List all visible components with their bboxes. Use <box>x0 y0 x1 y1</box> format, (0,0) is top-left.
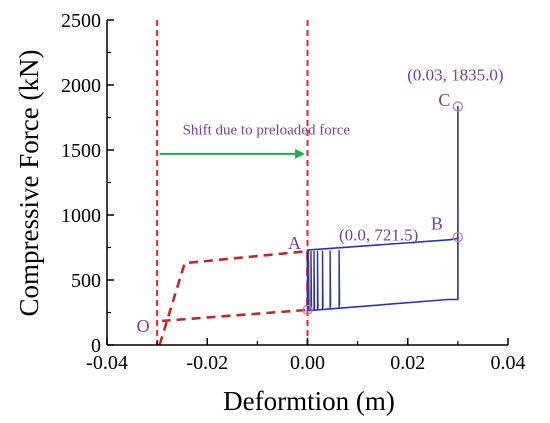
series-2-line <box>306 105 459 312</box>
y-tick-label-0: 0 <box>91 335 101 357</box>
inner-loop-6 <box>329 250 332 309</box>
shift-arrow-head <box>294 148 305 159</box>
x-tick-label-4: 0.04 <box>491 352 526 374</box>
inner-loop-4 <box>316 250 319 310</box>
inner-loop-5 <box>321 250 324 310</box>
inner-loop-7 <box>338 249 341 308</box>
inner-loop-2 <box>310 251 313 311</box>
marker-point-2 <box>452 231 464 243</box>
marker-point-3 <box>302 304 313 316</box>
plot-area <box>156 20 459 346</box>
y-tick-label-1: 500 <box>71 270 101 292</box>
inner-loop-3 <box>313 250 316 310</box>
annotations: (0.03, 1835.0) C B (0.0, 721.5) A O Shift due … <box>137 65 504 336</box>
marker-point-1 <box>452 101 464 112</box>
point-label-5: A <box>288 233 301 253</box>
series-1-line <box>158 249 309 346</box>
y-axis-label: Compressive Force (kN) <box>14 50 44 317</box>
x-tick-label-3: 0.02 <box>390 352 425 374</box>
x-tick-label-2: 0.00 <box>290 352 325 374</box>
point-label-6: O <box>137 316 150 336</box>
y-tick-label-2: 1000 <box>61 205 101 227</box>
y-tick-label-4: 2000 <box>61 75 101 97</box>
x-tick-label-1: -0.02 <box>186 352 228 374</box>
axes: 0 500 1000 1500 2000 2500 -0.04 -0.02 0.00 0.02 0.… <box>61 10 526 374</box>
shift-arrow-label: Shift due to preloaded force <box>183 122 351 138</box>
y-tick-label-5: 2500 <box>61 10 101 32</box>
y-tick-label-3: 1500 <box>61 140 101 162</box>
point-label-1: (0.03, 1835.0) <box>407 65 503 84</box>
point-label-3: B <box>431 213 443 233</box>
x-tick-label-0: -0.04 <box>86 352 128 374</box>
x-axis-label: Deformtion (m) <box>223 386 395 416</box>
point-label-2: C <box>438 90 450 110</box>
point-label-4: (0.0, 721.5) <box>339 225 418 244</box>
